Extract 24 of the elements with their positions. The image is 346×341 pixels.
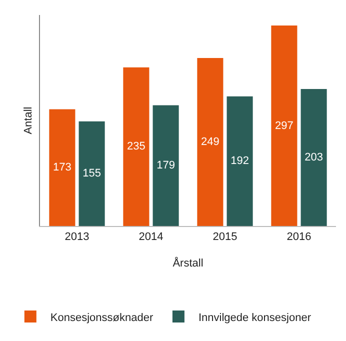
data-label: 192: [230, 155, 249, 168]
data-label: 203: [304, 151, 323, 164]
y-axis-title: Antall: [22, 106, 35, 134]
x-tick-label: 2016: [286, 231, 312, 244]
x-tick-label: 2013: [64, 231, 90, 244]
bar: [123, 67, 150, 226]
legend-label: Konsesjonssøknader: [50, 312, 154, 324]
bar: [78, 121, 105, 226]
legend-label: Innvilgede konsesjoner: [198, 312, 312, 324]
x-axis-title: Årstall: [172, 256, 204, 270]
data-label: 179: [156, 160, 175, 172]
data-label: 297: [275, 120, 294, 132]
bar: [152, 105, 179, 226]
x-tick-label: 2014: [138, 231, 164, 244]
bar: [197, 58, 224, 226]
data-label: 173: [53, 162, 72, 174]
bar: [49, 109, 76, 226]
data-label: 155: [82, 168, 101, 180]
x-tick-label: 2015: [212, 231, 238, 244]
bar: [271, 26, 298, 226]
data-label: 235: [127, 140, 146, 153]
bar: [226, 96, 253, 226]
bar: [300, 88, 327, 226]
data-label: 249: [201, 136, 220, 148]
